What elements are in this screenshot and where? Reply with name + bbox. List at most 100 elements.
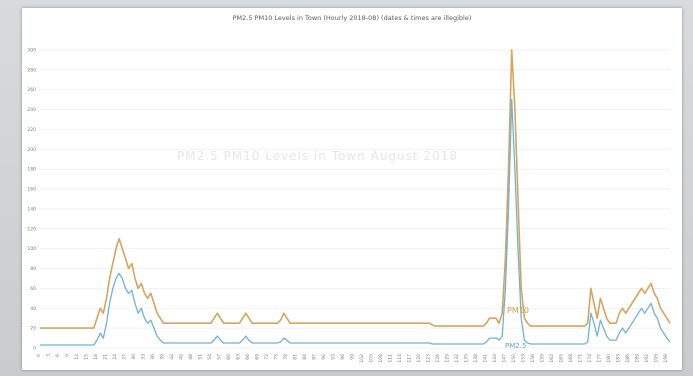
point-pm10-99 [353, 322, 354, 324]
point-pm10-98 [349, 322, 351, 324]
point-pm25-63 [239, 342, 240, 344]
x-tick-label-21: 21 [102, 354, 108, 360]
point-pm25-95 [340, 342, 342, 344]
point-pm25-119 [416, 342, 418, 344]
legend-label-pm25: PM2.5 [505, 342, 526, 350]
point-pm25-193 [650, 302, 652, 304]
point-pm10-167 [568, 325, 570, 327]
x-tick-label-198: 198 [663, 354, 669, 363]
point-pm10-56 [216, 312, 218, 314]
point-pm25-64 [242, 339, 244, 341]
y-tick-label-60: 60 [30, 286, 36, 292]
point-pm25-163 [555, 343, 557, 345]
point-pm25-55 [213, 339, 215, 341]
point-pm25-49 [194, 342, 196, 344]
point-pm25-176 [596, 335, 598, 337]
point-pm25-177 [600, 319, 601, 321]
point-pm25-54 [210, 342, 212, 344]
point-pm10-55 [213, 317, 215, 319]
point-pm25-123 [429, 342, 430, 344]
point-pm10-179 [606, 317, 608, 319]
point-pm10-164 [558, 325, 560, 327]
point-pm25-153 [524, 339, 525, 341]
x-tick-label-120: 120 [416, 354, 422, 363]
point-pm25-115 [403, 342, 405, 344]
point-pm10-30 [134, 278, 136, 279]
point-pm10-6 [58, 327, 60, 329]
point-pm25-22 [109, 302, 110, 304]
point-pm25-92 [330, 342, 332, 344]
point-pm25-196 [660, 327, 661, 329]
point-pm25-38 [159, 339, 161, 341]
x-tick-label-36: 36 [150, 354, 156, 360]
x-tick-label-147: 147 [501, 354, 507, 363]
y-tick-label-20: 20 [30, 326, 36, 332]
point-pm25-35 [150, 319, 152, 321]
point-pm25-12 [77, 344, 79, 346]
point-pm25-190 [641, 307, 642, 309]
point-pm25-156 [533, 343, 535, 345]
x-tick-label-138: 138 [473, 354, 479, 363]
x-tick-label-144: 144 [492, 354, 498, 363]
point-pm10-88 [318, 322, 319, 324]
point-pm10-183 [618, 312, 620, 314]
point-pm10-1 [42, 327, 44, 329]
point-pm25-8 [64, 344, 66, 346]
point-pm10-34 [147, 297, 148, 299]
point-pm25-101 [359, 342, 361, 344]
point-pm10-31 [137, 288, 139, 289]
x-tick-label-69: 69 [254, 354, 260, 360]
point-pm10-89 [321, 322, 323, 324]
x-tick-label-39: 39 [159, 354, 165, 360]
point-pm10-78 [286, 317, 288, 319]
point-pm25-108 [381, 342, 383, 344]
point-pm25-187 [631, 322, 633, 324]
chart-watermark: PM2.5 PM10 Levels in Town August 2018 [177, 149, 458, 163]
point-pm10-60 [229, 322, 231, 324]
point-pm10-15 [87, 327, 88, 329]
point-pm25-37 [156, 335, 158, 337]
point-pm10-43 [175, 322, 177, 324]
point-pm10-67 [251, 322, 253, 324]
point-pm10-145 [498, 322, 500, 324]
point-pm25-185 [625, 332, 627, 334]
point-pm10-136 [470, 325, 471, 327]
point-pm10-184 [622, 307, 623, 309]
point-pm10-4 [52, 327, 54, 329]
point-pm10-114 [400, 322, 402, 324]
point-pm25-84 [305, 342, 307, 344]
point-pm10-86 [311, 322, 313, 324]
point-pm10-171 [581, 325, 582, 327]
point-pm10-8 [64, 327, 66, 329]
point-pm25-195 [656, 317, 658, 319]
x-tick-label-153: 153 [520, 354, 526, 363]
point-pm10-68 [254, 322, 256, 324]
x-tick-label-90: 90 [321, 354, 327, 360]
point-pm25-132 [457, 343, 459, 345]
point-pm10-9 [68, 327, 69, 329]
point-pm25-183 [618, 332, 620, 334]
x-tick-label-168: 168 [568, 354, 574, 363]
point-pm10-181 [612, 322, 614, 324]
point-pm10-5 [55, 327, 57, 329]
x-tick-label-150: 150 [511, 354, 517, 363]
point-pm25-166 [565, 343, 566, 345]
series-line-pm10 [40, 49, 671, 329]
point-pm10-103 [365, 322, 367, 324]
point-pm10-143 [492, 317, 494, 319]
point-pm25-82 [299, 342, 300, 344]
point-pm25-56 [216, 335, 218, 337]
point-pm10-85 [308, 322, 310, 324]
point-pm25-96 [343, 342, 345, 344]
point-pm25-97 [346, 342, 348, 344]
point-pm25-133 [460, 343, 462, 345]
point-pm25-118 [413, 342, 414, 344]
point-pm10-112 [394, 322, 395, 324]
y-tick-label-180: 180 [27, 167, 36, 173]
point-pm10-24 [115, 248, 117, 250]
y-tick-label-120: 120 [27, 226, 36, 232]
point-pm10-175 [593, 302, 595, 304]
point-pm10-37 [156, 312, 158, 314]
point-pm25-40 [166, 342, 168, 344]
